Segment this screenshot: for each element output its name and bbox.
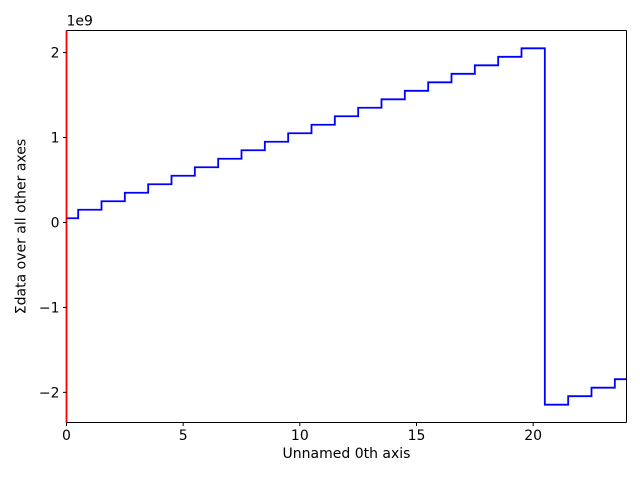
y-tick-label: −2 <box>39 385 60 401</box>
y-tick-label: 0 <box>51 215 60 231</box>
x-tick-label: 10 <box>291 428 309 444</box>
y-tick-label: 2 <box>51 46 60 62</box>
y-tick-label: 1 <box>51 131 60 147</box>
y-axis-label: Σdata over all other axes <box>14 139 30 314</box>
axes-spines <box>65 30 627 423</box>
step-line <box>66 47 627 406</box>
x-tick-label: 5 <box>179 428 188 444</box>
plot-line-group <box>66 47 627 406</box>
x-tick-label: 0 <box>62 428 71 444</box>
x-axis-ticks: 0 5 10 15 20 <box>62 422 542 444</box>
x-tick-label: 20 <box>524 428 542 444</box>
y-tick-label: −1 <box>39 300 60 316</box>
y-offset-label: 1e9 <box>67 14 93 30</box>
x-axis-label: Unnamed 0th axis <box>283 446 411 462</box>
x-tick-label: 15 <box>408 428 426 444</box>
y-axis-ticks: 2 1 0 −1 −2 <box>39 46 67 401</box>
